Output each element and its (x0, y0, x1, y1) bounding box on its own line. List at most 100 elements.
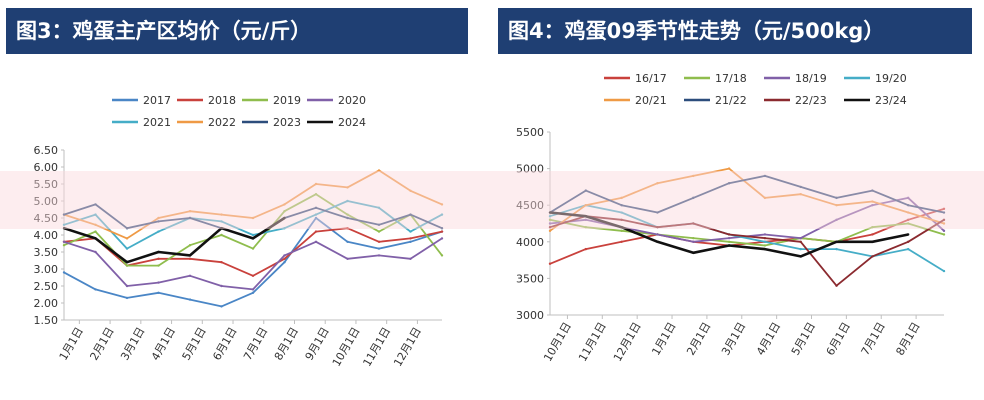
data-point (584, 214, 588, 218)
data-point (656, 233, 659, 236)
series-line-2019 (63, 193, 443, 267)
series-line-17-18 (549, 218, 945, 247)
data-point (727, 182, 731, 185)
data-point (656, 182, 659, 185)
data-point (799, 185, 802, 189)
data-point (440, 213, 444, 216)
data-point (799, 247, 802, 251)
legend-label: 16/17 (635, 72, 667, 85)
data-point (94, 230, 97, 233)
data-point (220, 220, 223, 223)
x-tick-label: 3月1日 (719, 320, 748, 358)
data-point (409, 240, 412, 243)
data-point (692, 174, 695, 178)
data-point (188, 210, 192, 213)
data-point (157, 291, 160, 294)
x-tick-label: 9月1日 (303, 325, 332, 363)
data-point (125, 227, 129, 230)
data-point (314, 240, 318, 243)
data-point (620, 204, 623, 207)
egg-seasonal-chart: 16/17 17/18 18/19 19/20 20/21 21/22 22/23 23/24… (516, 72, 946, 364)
legend-label: 2019 (273, 94, 301, 107)
data-point (871, 189, 874, 192)
y-tick-label: 5500 (516, 126, 544, 139)
x-tick-label: 7月1日 (859, 320, 888, 358)
data-point (620, 229, 623, 233)
data-point (251, 288, 255, 291)
data-point (620, 211, 623, 214)
x-tick-label: 4月1日 (149, 325, 178, 363)
x-tick-label: 12月1日 (391, 325, 424, 369)
data-point (584, 189, 588, 192)
y-tick-label: 4500 (516, 199, 544, 212)
x-tick-label: 6月1日 (210, 325, 239, 363)
data-point (763, 247, 767, 251)
data-point (377, 254, 381, 257)
y-tick-label: 2.50 (34, 280, 59, 293)
data-point (377, 169, 381, 172)
data-point (584, 225, 588, 229)
y-tick-label: 1.50 (34, 314, 59, 327)
data-point (440, 237, 444, 240)
x-tick-label: 6月1日 (824, 320, 853, 358)
data-point (727, 240, 731, 243)
x-tick-label: 1月1日 (57, 325, 86, 363)
data-point (906, 211, 910, 214)
data-point (727, 236, 731, 240)
series-line-2023 (63, 203, 443, 240)
data-point (220, 284, 223, 288)
series-line-22-23 (549, 215, 945, 287)
legend-label: 2020 (338, 94, 366, 107)
data-point (377, 240, 381, 243)
data-point (62, 271, 66, 274)
data-point (942, 233, 946, 236)
data-point (283, 210, 286, 213)
series-line-20-21 (549, 167, 945, 232)
data-point (799, 255, 802, 258)
y-tick-label: 5000 (516, 163, 544, 176)
data-point (62, 240, 66, 243)
data-point (220, 305, 223, 308)
data-point (188, 274, 192, 277)
legend-label: 18/19 (795, 72, 827, 85)
data-point (157, 257, 160, 260)
legend-label: 2024 (338, 116, 366, 129)
data-point (692, 240, 695, 243)
series-line-21-22 (549, 174, 945, 214)
x-tick-label: 4月1日 (754, 320, 783, 358)
data-point (283, 254, 286, 257)
data-point (906, 196, 910, 200)
data-point (799, 193, 802, 196)
data-point (94, 223, 97, 226)
x-tick-label: 8月1日 (893, 320, 922, 358)
legend-label: 23/24 (875, 94, 907, 107)
x-tick-label: 8月1日 (272, 325, 301, 363)
data-point (906, 218, 910, 222)
data-point (656, 225, 659, 229)
y-tick-label: 3.00 (34, 263, 59, 276)
data-point (548, 225, 552, 229)
data-point (94, 203, 97, 206)
data-point (835, 284, 838, 287)
data-point (125, 247, 129, 250)
data-point (157, 230, 160, 233)
data-point (440, 230, 444, 233)
data-point (942, 222, 946, 225)
legend-label: 17/18 (715, 72, 747, 85)
data-point (799, 236, 802, 240)
y-tick-label: 4.00 (34, 229, 59, 242)
data-point (377, 230, 381, 233)
data-point (656, 240, 659, 243)
data-point (906, 240, 910, 243)
legend-label: 2022 (208, 116, 236, 129)
y-tick-label: 4000 (516, 236, 544, 249)
data-point (584, 247, 588, 251)
legend-label: 2023 (273, 116, 301, 129)
legend-label: 2017 (143, 94, 171, 107)
data-point (346, 199, 349, 203)
data-point (763, 233, 767, 236)
data-point (62, 223, 66, 226)
x-tick-label: 5月1日 (789, 320, 818, 358)
x-tick-label: 11月1日 (361, 325, 394, 369)
data-point (942, 229, 946, 233)
